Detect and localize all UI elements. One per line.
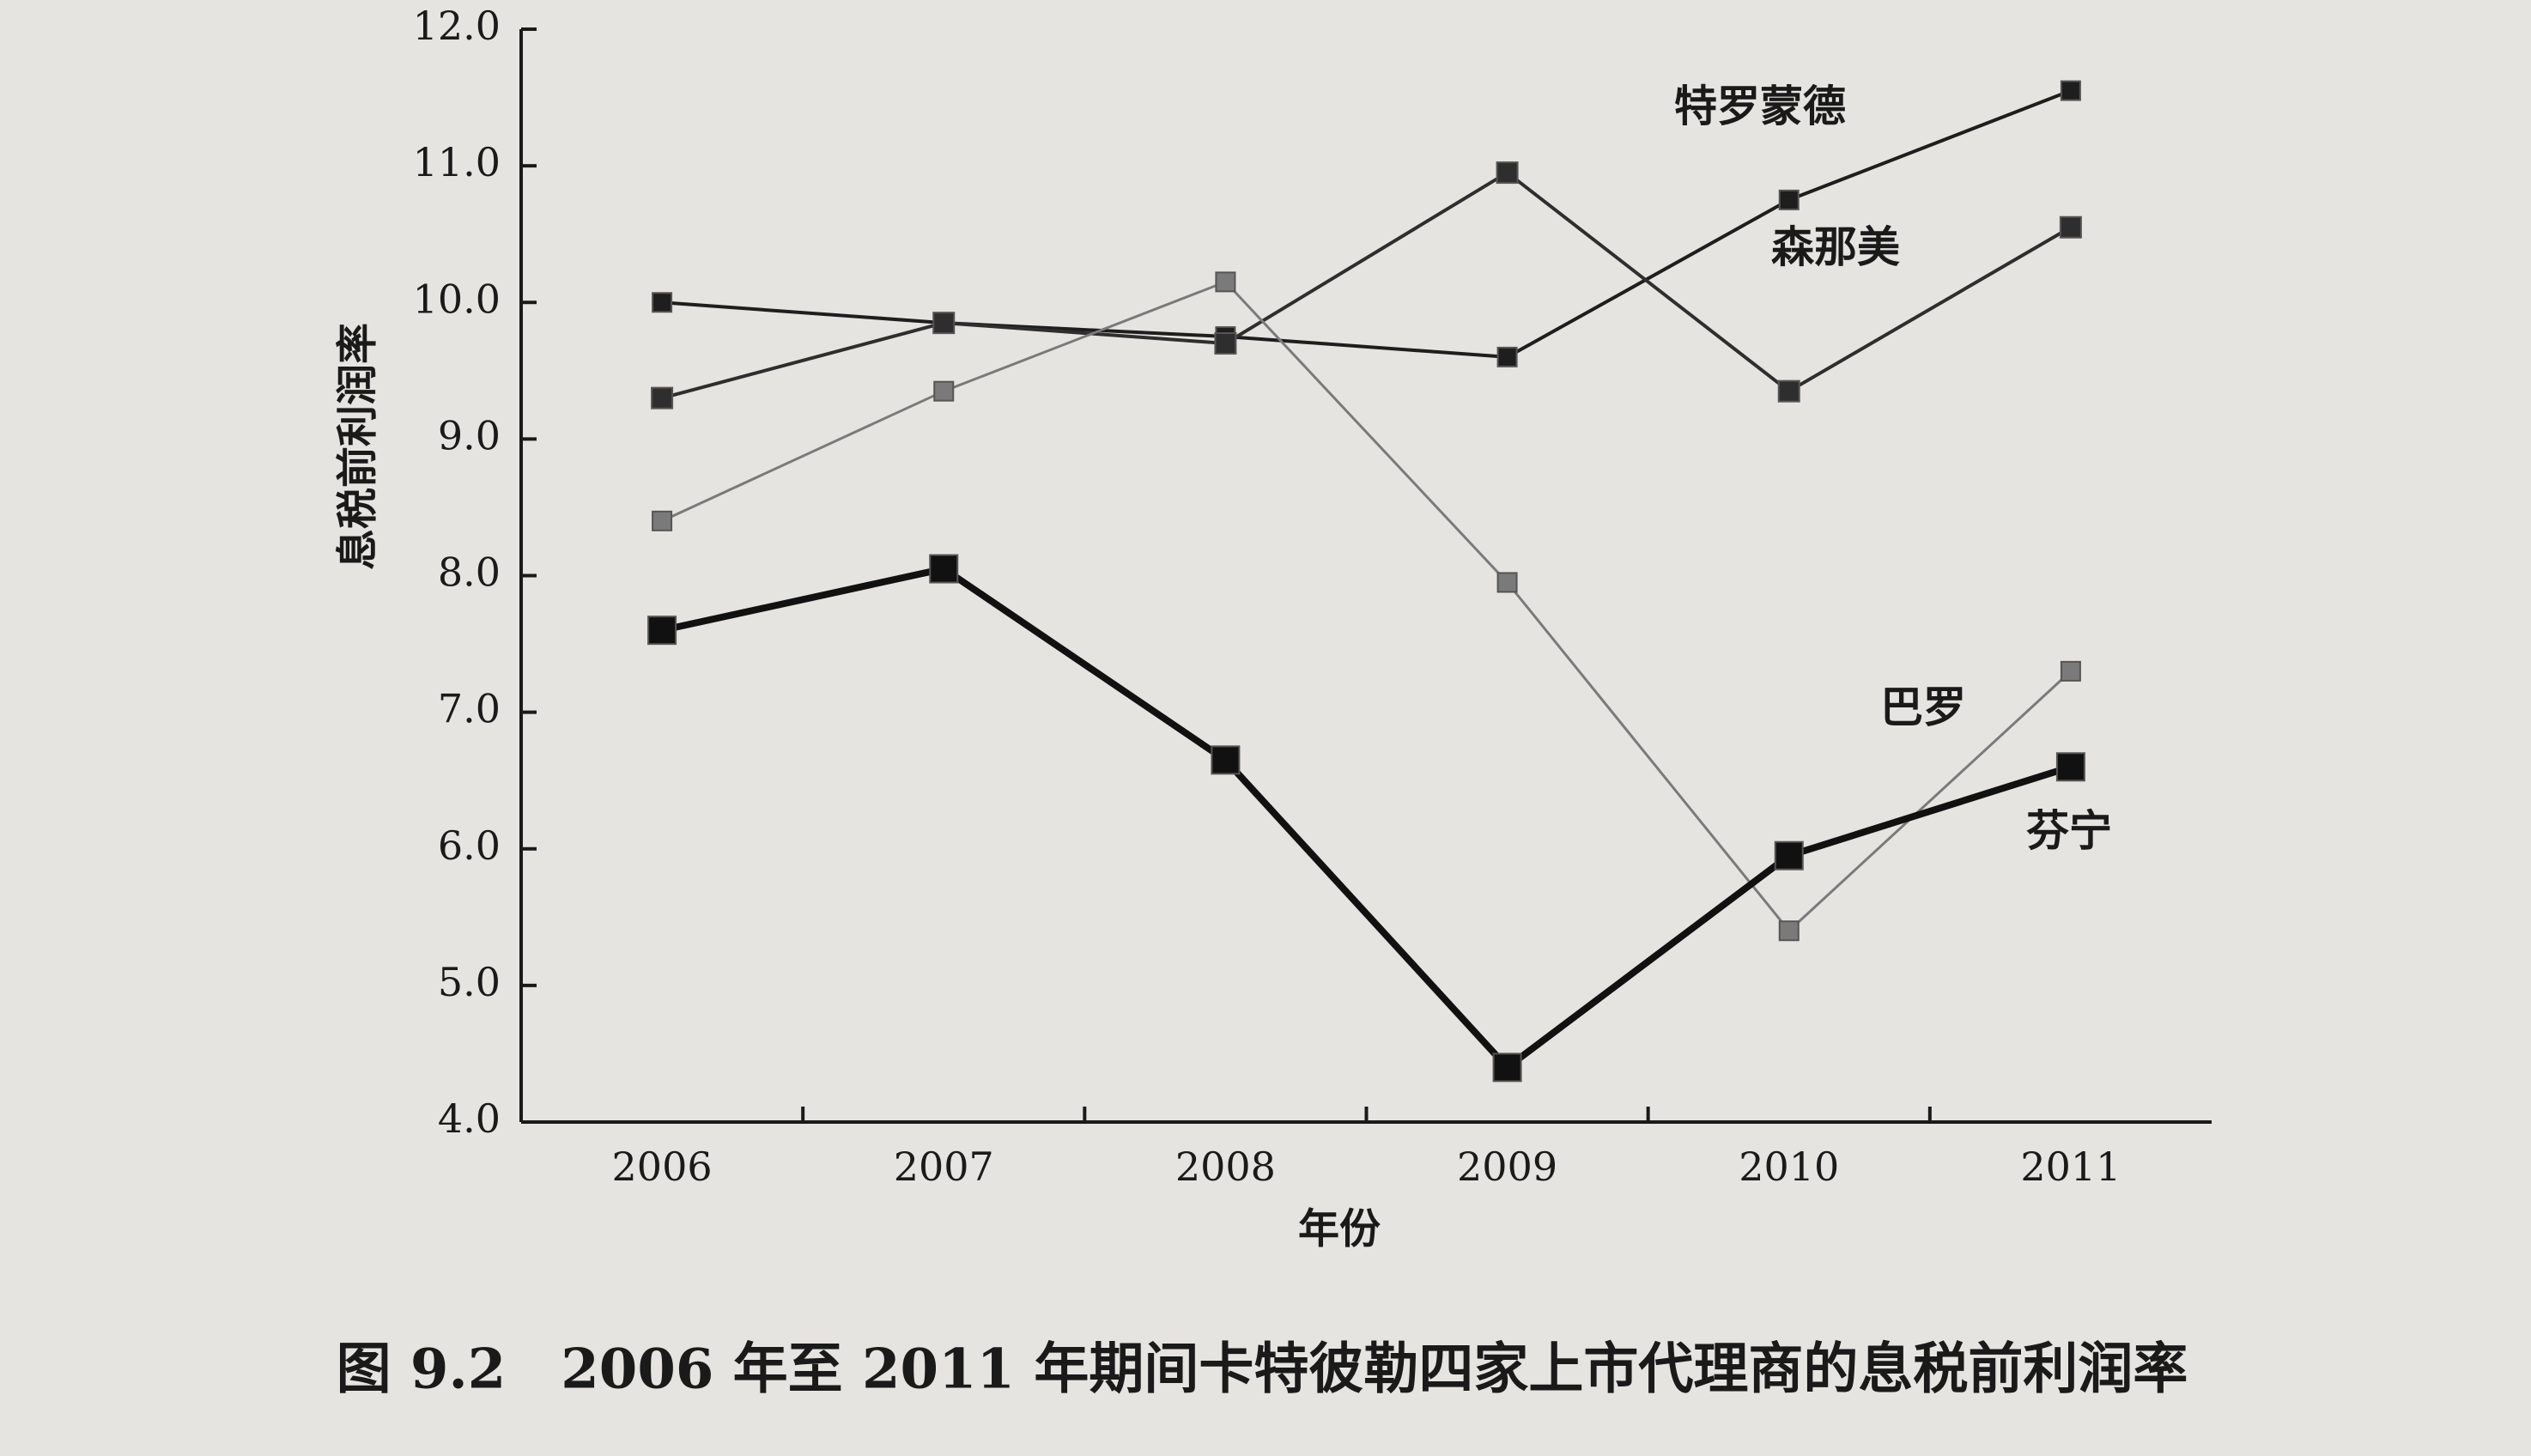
point-marker xyxy=(652,292,673,313)
x-axis-title: 年份 xyxy=(1298,1205,1381,1253)
point-marker xyxy=(932,312,956,335)
x-tick-label: 2010 xyxy=(1739,1144,1839,1190)
point-marker xyxy=(929,554,959,584)
y-tick-label: 8.0 xyxy=(438,549,501,596)
series-line xyxy=(661,88,2072,359)
y-tick-label: 6.0 xyxy=(438,822,501,869)
point-marker xyxy=(1496,161,1519,185)
point-marker xyxy=(651,386,674,410)
x-tick-label: 2009 xyxy=(1457,1144,1557,1190)
x-tick-label: 2007 xyxy=(894,1144,994,1190)
point-marker xyxy=(1496,572,1518,593)
point-marker xyxy=(1778,189,1800,210)
y-tick-label: 9.0 xyxy=(438,412,501,458)
series-line xyxy=(661,171,2072,400)
y-tick-label: 5.0 xyxy=(438,959,501,1005)
series-label: 芬宁 xyxy=(2026,805,2112,856)
point-marker xyxy=(2059,215,2082,239)
point-marker xyxy=(1777,379,1800,403)
point-marker xyxy=(2060,80,2081,101)
y-tick-label: 4.0 xyxy=(438,1095,501,1142)
series-label: 特罗蒙德 xyxy=(1674,81,1846,131)
x-tick-label: 2008 xyxy=(1175,1144,1276,1190)
y-tick-label: 10.0 xyxy=(413,276,501,322)
point-marker xyxy=(1774,840,1804,871)
point-marker xyxy=(647,616,677,646)
series-line xyxy=(661,280,2072,932)
y-tick-label: 12.0 xyxy=(413,3,501,49)
point-marker xyxy=(1496,346,1518,367)
y-axis-title: 息税前利润率 xyxy=(334,323,382,570)
series-label: 巴罗 xyxy=(1880,682,1966,732)
x-tick-label: 2011 xyxy=(2020,1144,2121,1190)
point-marker xyxy=(2060,660,2081,682)
point-marker xyxy=(1492,1053,1522,1083)
caption: 图 9.2 2006 年至 2011 年期间卡特彼勒四家上市代理商的息税前利润率 xyxy=(337,1338,2188,1402)
series-label: 森那美 xyxy=(1771,221,1900,272)
y-tick-label: 7.0 xyxy=(438,686,501,732)
point-marker xyxy=(933,380,955,402)
point-marker xyxy=(1214,331,1237,355)
point-marker xyxy=(652,510,673,531)
point-marker xyxy=(2055,752,2085,782)
x-tick-label: 2006 xyxy=(612,1144,713,1190)
point-marker xyxy=(1215,271,1236,293)
y-tick-label: 11.0 xyxy=(413,139,501,185)
point-marker xyxy=(1778,920,1800,942)
point-marker xyxy=(1211,745,1241,775)
series-line xyxy=(661,565,2073,1071)
